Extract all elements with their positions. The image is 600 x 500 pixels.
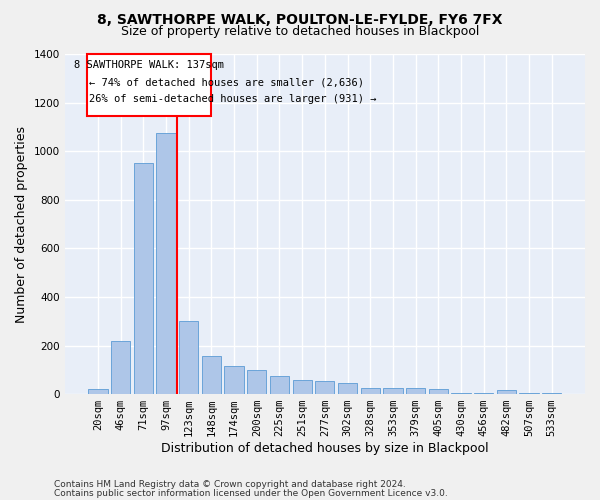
FancyBboxPatch shape: [86, 54, 211, 116]
Bar: [361, 388, 380, 394]
X-axis label: Distribution of detached houses by size in Blackpool: Distribution of detached houses by size …: [161, 442, 488, 455]
Bar: [338, 383, 357, 394]
Bar: [224, 366, 244, 394]
Text: Contains public sector information licensed under the Open Government Licence v3: Contains public sector information licen…: [54, 488, 448, 498]
Bar: [542, 393, 562, 394]
Bar: [202, 356, 221, 394]
Text: ← 74% of detached houses are smaller (2,636): ← 74% of detached houses are smaller (2,…: [89, 77, 364, 87]
Bar: [315, 380, 334, 394]
Bar: [247, 370, 266, 394]
Bar: [111, 340, 130, 394]
Bar: [474, 393, 493, 394]
Bar: [88, 389, 107, 394]
Bar: [293, 380, 312, 394]
Bar: [520, 393, 539, 394]
Text: 8 SAWTHORPE WALK: 137sqm: 8 SAWTHORPE WALK: 137sqm: [74, 60, 224, 70]
Bar: [406, 388, 425, 394]
Bar: [497, 390, 516, 394]
Bar: [383, 388, 403, 394]
Text: 26% of semi-detached houses are larger (931) →: 26% of semi-detached houses are larger (…: [89, 94, 376, 104]
Bar: [134, 164, 153, 394]
Y-axis label: Number of detached properties: Number of detached properties: [15, 126, 28, 322]
Text: Contains HM Land Registry data © Crown copyright and database right 2024.: Contains HM Land Registry data © Crown c…: [54, 480, 406, 489]
Text: 8, SAWTHORPE WALK, POULTON-LE-FYLDE, FY6 7FX: 8, SAWTHORPE WALK, POULTON-LE-FYLDE, FY6…: [97, 12, 503, 26]
Bar: [179, 321, 199, 394]
Bar: [428, 389, 448, 394]
Text: Size of property relative to detached houses in Blackpool: Size of property relative to detached ho…: [121, 25, 479, 38]
Bar: [270, 376, 289, 394]
Bar: [157, 133, 176, 394]
Bar: [451, 393, 470, 394]
